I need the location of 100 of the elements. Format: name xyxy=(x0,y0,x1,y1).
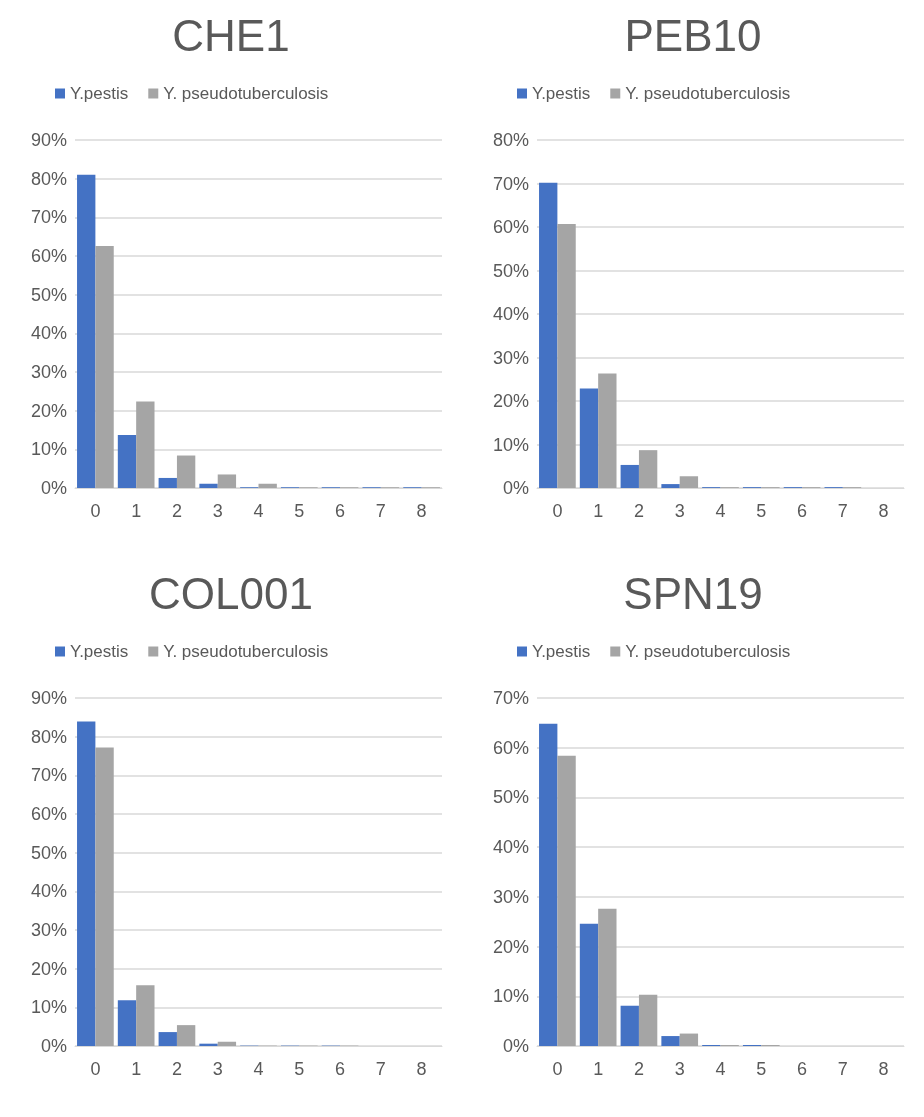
y-tick-label: 10% xyxy=(30,997,67,1018)
x-tick-label: 7 xyxy=(837,1059,848,1079)
bar xyxy=(95,747,114,1046)
y-tick-label: 0% xyxy=(40,1036,67,1056)
y-tick-label: 50% xyxy=(492,787,529,808)
x-tick-label: 1 xyxy=(131,1059,142,1079)
x-tick-label: 5 xyxy=(294,501,305,521)
bar xyxy=(117,1000,137,1046)
y-tick-label: 10% xyxy=(30,439,67,460)
x-tick-label: 6 xyxy=(797,1059,808,1079)
y-tick-label: 50% xyxy=(30,284,67,305)
x-tick-label: 3 xyxy=(674,1059,685,1079)
x-tick-label: 2 xyxy=(633,501,644,521)
bar xyxy=(620,1005,639,1046)
y-tick-label: 20% xyxy=(492,936,529,957)
y-tick-label: 60% xyxy=(30,246,67,266)
bar xyxy=(638,450,658,488)
x-tick-label: 2 xyxy=(171,501,182,521)
legend-label: Y.pestis xyxy=(70,642,129,661)
x-tick-label: 1 xyxy=(593,1059,604,1079)
x-tick-label: 4 xyxy=(715,1059,726,1079)
x-tick-label: 8 xyxy=(416,1059,427,1079)
x-tick-label: 0 xyxy=(90,1059,101,1079)
y-tick-label: 40% xyxy=(30,323,67,344)
x-tick-label: 3 xyxy=(674,501,685,521)
x-tick-label: 4 xyxy=(715,501,726,521)
y-tick-label: 20% xyxy=(30,400,67,421)
y-tick-label: 50% xyxy=(492,260,529,281)
bar xyxy=(661,1036,680,1046)
chart-title: COL001 xyxy=(149,568,313,618)
y-tick-label: 60% xyxy=(492,217,529,237)
bar xyxy=(679,476,699,488)
x-tick-label: 3 xyxy=(212,1059,223,1079)
legend-label: Y. pseudotuberculosis xyxy=(625,642,791,661)
bar xyxy=(176,1025,196,1046)
bar xyxy=(620,464,639,488)
y-tick-label: 10% xyxy=(492,434,529,455)
y-tick-label: 10% xyxy=(492,986,529,1007)
bar xyxy=(217,1041,237,1046)
y-tick-label: 40% xyxy=(492,304,529,324)
bar xyxy=(679,1033,699,1046)
x-tick-label: 0 xyxy=(90,501,101,521)
x-tick-label: 1 xyxy=(593,501,604,521)
x-tick-label: 2 xyxy=(633,1059,644,1079)
y-tick-label: 80% xyxy=(30,168,67,189)
bar xyxy=(117,435,137,488)
bar xyxy=(77,174,96,488)
x-tick-label: 0 xyxy=(552,501,563,521)
bar xyxy=(258,483,277,488)
x-tick-label: 0 xyxy=(552,1059,563,1079)
y-tick-label: 80% xyxy=(30,726,67,747)
bar xyxy=(199,483,218,488)
chart-title: CHE1 xyxy=(172,10,290,60)
y-tick-label: 30% xyxy=(492,347,529,368)
y-tick-label: 40% xyxy=(492,837,529,858)
y-tick-label: 20% xyxy=(492,391,529,411)
bar xyxy=(176,455,196,488)
legend-label: Y. pseudotuberculosis xyxy=(163,642,329,661)
y-tick-label: 90% xyxy=(30,688,67,708)
bar xyxy=(158,477,177,488)
y-tick-label: 50% xyxy=(30,842,67,863)
y-tick-label: 0% xyxy=(502,478,529,498)
bar xyxy=(539,182,558,488)
legend-label: Y.pestis xyxy=(70,84,129,103)
bar xyxy=(95,245,114,488)
bar xyxy=(598,373,617,488)
y-tick-label: 40% xyxy=(30,881,67,902)
x-tick-label: 2 xyxy=(171,1059,182,1079)
bar xyxy=(557,223,576,488)
bar xyxy=(638,994,658,1046)
y-tick-label: 60% xyxy=(30,804,67,824)
y-tick-label: 0% xyxy=(502,1036,529,1056)
y-tick-label: 70% xyxy=(30,207,67,228)
x-tick-label: 8 xyxy=(878,1059,889,1079)
x-tick-label: 7 xyxy=(375,501,386,521)
bar xyxy=(598,908,617,1046)
x-tick-label: 7 xyxy=(837,501,848,521)
bar xyxy=(136,985,155,1046)
y-tick-label: 70% xyxy=(30,765,67,786)
x-tick-label: 6 xyxy=(335,1059,346,1079)
y-tick-label: 90% xyxy=(30,130,67,150)
bar xyxy=(579,923,599,1046)
bar xyxy=(217,474,237,488)
y-tick-label: 70% xyxy=(492,173,529,194)
y-tick-label: 0% xyxy=(40,478,67,498)
x-tick-label: 6 xyxy=(797,501,808,521)
bar xyxy=(158,1032,177,1046)
legend-label: Y.pestis xyxy=(532,84,591,103)
x-tick-label: 5 xyxy=(756,501,767,521)
x-tick-label: 5 xyxy=(294,1059,305,1079)
y-tick-label: 30% xyxy=(30,362,67,382)
x-tick-label: 4 xyxy=(253,1059,264,1079)
y-tick-label: 70% xyxy=(492,688,529,708)
legend-label: Y. pseudotuberculosis xyxy=(163,84,329,103)
x-tick-label: 1 xyxy=(131,501,142,521)
x-tick-label: 5 xyxy=(756,1059,767,1079)
bar xyxy=(579,388,599,488)
x-tick-label: 8 xyxy=(878,501,889,521)
chart-title: PEB10 xyxy=(624,10,762,60)
y-tick-label: 60% xyxy=(492,737,529,758)
